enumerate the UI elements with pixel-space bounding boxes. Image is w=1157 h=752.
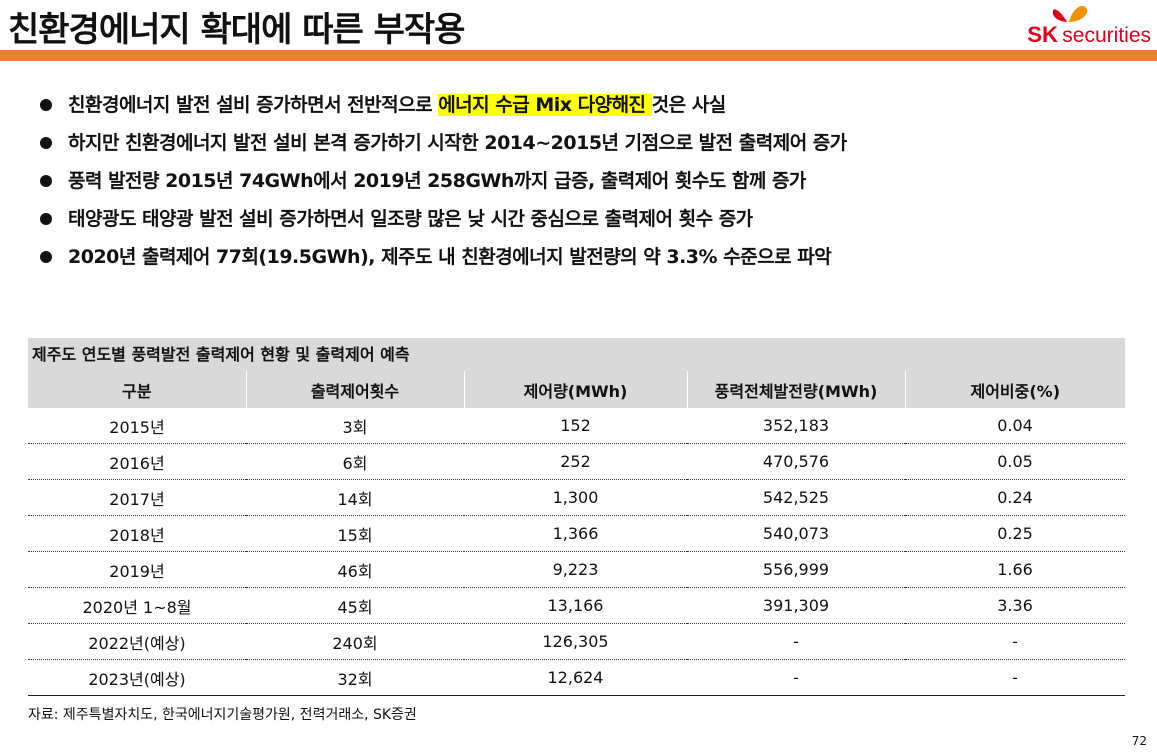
- table-cell: 14회: [246, 479, 464, 516]
- bullet-item: 친환경에너지 발전 설비 증가하면서 전반적으로 에너지 수급 Mix 다양해진…: [40, 86, 847, 124]
- table-row: 2023년(예상) 32회 12,624- -: [28, 659, 1125, 696]
- table-cell: 126,305: [464, 623, 687, 660]
- table-cell: -: [687, 659, 905, 696]
- table-caption: 제주도 연도별 풍력발전 출력제어 현황 및 출력제어 예측: [28, 338, 1125, 371]
- highlighted-text: 에너지 수급 Mix 다양해진: [438, 94, 652, 116]
- page-number: 72: [1131, 734, 1147, 748]
- bullet-item: 하지만 친환경에너지 발전 설비 본격 증가하기 시작한 2014~2015년 …: [40, 124, 847, 162]
- table-cell: -: [905, 623, 1125, 660]
- table-cell: 15회: [246, 515, 464, 552]
- bullet-list: 친환경에너지 발전 설비 증가하면서 전반적으로 에너지 수급 Mix 다양해진…: [40, 86, 847, 276]
- table-cell: 470,576: [687, 443, 905, 480]
- table-cell: 2023년(예상): [28, 659, 246, 696]
- table-row: 2015년 3회 152 352,183 0.04: [28, 408, 1125, 444]
- table-cell: 13,166: [464, 587, 687, 624]
- bullet-item: 태양광도 태양광 발전 설비 증가하면서 일조량 많은 낮 시간 중심으로 출력…: [40, 200, 847, 238]
- table-cell: 0.25: [905, 515, 1125, 552]
- sk-butterfly-icon: [1052, 6, 1088, 22]
- table-row: 2020년 1~8월 45회 13,166 391,309 3.36: [28, 587, 1125, 624]
- table-cell: 2016년: [28, 443, 246, 480]
- table-cell: 152: [464, 408, 687, 444]
- table-cell: 2018년: [28, 515, 246, 552]
- table-cell: 352,183: [687, 408, 905, 444]
- table-cell: 2015년: [28, 408, 246, 444]
- table-cell: 1,300: [464, 479, 687, 516]
- table-cell: 32회: [246, 659, 464, 696]
- logo-securities-text: securities: [1062, 24, 1151, 47]
- bullet-dot-icon: [40, 251, 52, 263]
- table-cell: 1.66: [905, 551, 1125, 588]
- table-row: 2018년 15회 1,366 540,073 0.25: [28, 515, 1125, 552]
- table-row: 2019년 46회 9,223 556,999 1.66: [28, 551, 1125, 588]
- table-cell: 2020년 1~8월: [28, 587, 246, 624]
- table-cell: -: [905, 659, 1125, 696]
- column-header: 풍력전체발전량(MWh): [686, 371, 905, 408]
- table-cell: -: [687, 623, 905, 660]
- table-cell: 391,309: [687, 587, 905, 624]
- sk-securities-logo: SK securities: [1011, 2, 1151, 47]
- header-divider: [0, 50, 1157, 61]
- table-cell: 0.05: [905, 443, 1125, 480]
- column-header: 출력제어횟수: [245, 371, 464, 408]
- table-cell: 240회: [246, 623, 464, 660]
- column-header: 제어비중(%): [904, 371, 1125, 408]
- page-title: 친환경에너지 확대에 따른 부작용: [8, 10, 465, 50]
- bullet-dot-icon: [40, 137, 52, 149]
- table-cell: 0.04: [905, 408, 1125, 444]
- bullet-item: 2020년 출력제어 77회(19.5GWh), 제주도 내 친환경에너지 발전…: [40, 238, 847, 276]
- table-cell: 45회: [246, 587, 464, 624]
- table-cell: 9,223: [464, 551, 687, 588]
- table-cell: 3회: [246, 408, 464, 444]
- column-header: 구분: [28, 371, 246, 408]
- table-cell: 252: [464, 443, 687, 480]
- table-cell: 46회: [246, 551, 464, 588]
- table-cell: 12,624: [464, 659, 687, 696]
- table-cell: 556,999: [687, 551, 905, 588]
- bullet-dot-icon: [40, 175, 52, 187]
- table-row: 2022년(예상) 240회 126,305- -: [28, 623, 1125, 660]
- table-row: 2017년 14회 1,300 542,525 0.24: [28, 479, 1125, 516]
- table-cell: 3.36: [905, 587, 1125, 624]
- table-cell: 1,366: [464, 515, 687, 552]
- table-cell: 2017년: [28, 479, 246, 516]
- logo-sk-text: SK: [1027, 22, 1058, 47]
- source-note: 자료: 제주특별자치도, 한국에너지기술평가원, 전력거래소, SK증권: [28, 707, 417, 723]
- bullet-dot-icon: [40, 213, 52, 225]
- curtailment-table: 구분 출력제어횟수 제어량(MWh) 풍력전체발전량(MWh) 제어비중(%) …: [28, 371, 1125, 696]
- table-cell: 6회: [246, 443, 464, 480]
- column-header: 제어량(MWh): [463, 371, 687, 408]
- table-header-row: 구분 출력제어횟수 제어량(MWh) 풍력전체발전량(MWh) 제어비중(%): [28, 371, 1125, 408]
- table-cell: 2022년(예상): [28, 623, 246, 660]
- table-cell: 542,525: [687, 479, 905, 516]
- table-cell: 540,073: [687, 515, 905, 552]
- table-row: 2016년 6회 252 470,576 0.05: [28, 443, 1125, 480]
- table-cell: 2019년: [28, 551, 246, 588]
- bullet-dot-icon: [40, 99, 52, 111]
- bullet-item: 풍력 발전량 2015년 74GWh에서 2019년 258GWh까지 급증, …: [40, 162, 847, 200]
- table-cell: 0.24: [905, 479, 1125, 516]
